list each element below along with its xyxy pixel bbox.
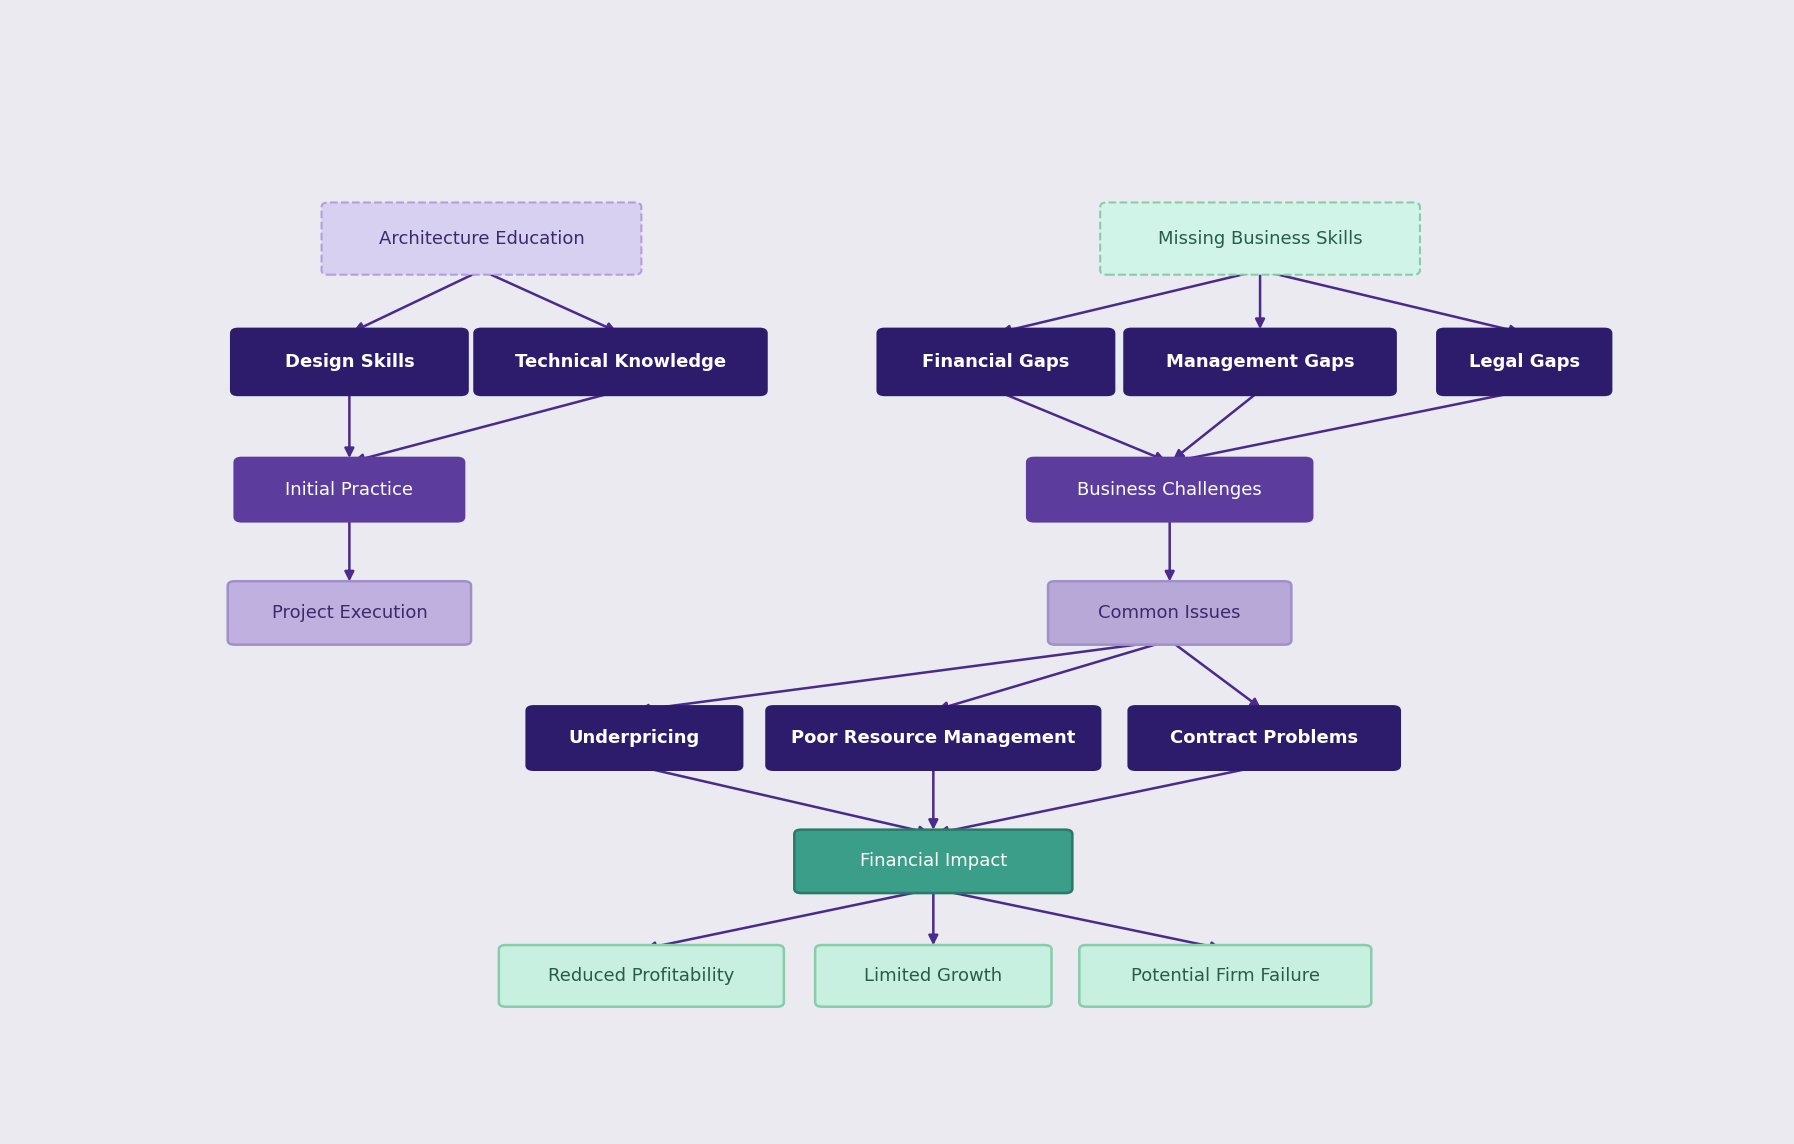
Text: Potential Firm Failure: Potential Firm Failure [1130, 967, 1320, 985]
FancyBboxPatch shape [1128, 706, 1399, 770]
Text: Missing Business Skills: Missing Business Skills [1157, 230, 1362, 247]
Text: Limited Growth: Limited Growth [865, 967, 1003, 985]
Text: Legal Gaps: Legal Gaps [1469, 352, 1581, 371]
Text: Reduced Profitability: Reduced Profitability [549, 967, 734, 985]
Text: Contract Problems: Contract Problems [1170, 729, 1358, 747]
FancyBboxPatch shape [1028, 458, 1311, 522]
FancyBboxPatch shape [1437, 328, 1611, 395]
Text: Management Gaps: Management Gaps [1166, 352, 1354, 371]
Text: Financial Impact: Financial Impact [859, 852, 1006, 871]
Text: Project Execution: Project Execution [271, 604, 427, 622]
FancyBboxPatch shape [228, 581, 472, 645]
Text: Poor Resource Management: Poor Resource Management [791, 729, 1076, 747]
Text: Business Challenges: Business Challenges [1078, 480, 1261, 499]
FancyBboxPatch shape [474, 328, 766, 395]
FancyBboxPatch shape [235, 458, 465, 522]
Text: Architecture Education: Architecture Education [379, 230, 585, 247]
FancyBboxPatch shape [527, 706, 743, 770]
FancyBboxPatch shape [231, 328, 468, 395]
Text: Technical Knowledge: Technical Knowledge [515, 352, 727, 371]
Text: Design Skills: Design Skills [285, 352, 414, 371]
Text: Common Issues: Common Issues [1098, 604, 1241, 622]
Text: Initial Practice: Initial Practice [285, 480, 413, 499]
FancyBboxPatch shape [1080, 945, 1371, 1007]
FancyBboxPatch shape [321, 202, 640, 275]
FancyBboxPatch shape [766, 706, 1100, 770]
FancyBboxPatch shape [499, 945, 784, 1007]
FancyBboxPatch shape [1100, 202, 1419, 275]
Text: Underpricing: Underpricing [569, 729, 700, 747]
Text: Financial Gaps: Financial Gaps [922, 352, 1069, 371]
FancyBboxPatch shape [814, 945, 1051, 1007]
FancyBboxPatch shape [877, 328, 1114, 395]
FancyBboxPatch shape [1125, 328, 1396, 395]
FancyBboxPatch shape [1048, 581, 1292, 645]
FancyBboxPatch shape [795, 829, 1073, 893]
